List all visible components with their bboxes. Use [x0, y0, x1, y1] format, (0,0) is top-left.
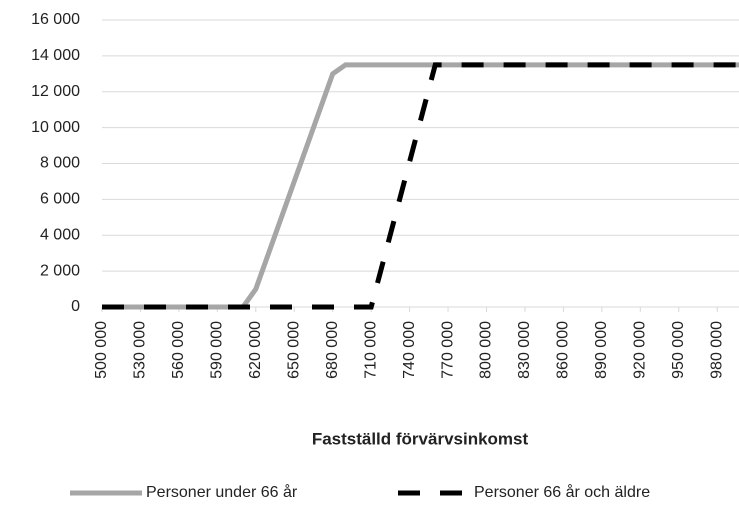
- x-tick-label: 800 000: [478, 321, 495, 379]
- series-line: [102, 62, 739, 310]
- x-tick-label: 770 000: [439, 321, 456, 379]
- x-tick-label: 590 000: [209, 321, 226, 379]
- x-tick-label: 560 000: [170, 321, 187, 379]
- legend-label: Personer under 66 år: [146, 483, 298, 501]
- y-tick-label: 0: [71, 298, 80, 315]
- x-tick-label: 920 000: [632, 321, 649, 379]
- x-tick-label: 890 000: [593, 321, 610, 379]
- legend-label: Personer 66 år och äldre: [474, 483, 650, 501]
- x-tick-label: 980 000: [708, 321, 725, 379]
- x-tick-label: 860 000: [555, 321, 572, 379]
- y-tick-label: 6 000: [40, 191, 80, 208]
- y-tick-label: 2 000: [40, 262, 80, 279]
- x-tick-label: 500 000: [93, 321, 110, 379]
- series-line: [102, 62, 739, 310]
- x-tick-label: 680 000: [324, 321, 341, 379]
- y-tick-label: 10 000: [31, 119, 80, 136]
- x-tick-label: 530 000: [132, 321, 149, 379]
- x-tick-label: 620 000: [247, 321, 264, 379]
- x-tick-label: 710 000: [362, 321, 379, 379]
- x-tick-label: 650 000: [285, 321, 302, 379]
- y-tick-label: 4 000: [40, 226, 80, 243]
- y-tick-label: 8 000: [40, 155, 80, 172]
- x-tick-label: 950 000: [670, 321, 687, 379]
- y-tick-label: 12 000: [31, 83, 80, 100]
- y-tick-label: 16 000: [31, 11, 80, 28]
- y-tick-label: 14 000: [31, 47, 80, 64]
- x-axis-title: Fastställd förvärvsinkomst: [312, 429, 529, 448]
- x-tick-label: 830 000: [516, 321, 533, 379]
- x-tick-label: 740 000: [401, 321, 418, 379]
